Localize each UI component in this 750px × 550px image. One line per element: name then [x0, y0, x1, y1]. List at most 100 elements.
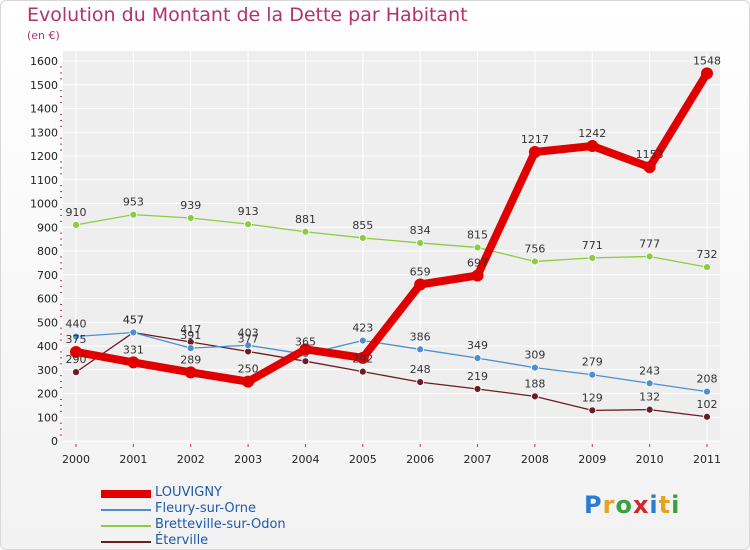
x-minor-tick [362, 444, 364, 447]
data-label: 1548 [693, 54, 721, 67]
data-label: 815 [467, 228, 488, 241]
data-point [586, 140, 599, 153]
y-tick-label: 700 [37, 269, 58, 282]
y-minor-tick [60, 137, 62, 139]
legend-label: Éterville [155, 533, 209, 548]
y-tick-label: 600 [37, 293, 58, 306]
y-minor-tick [60, 149, 62, 151]
data-label: 292 [352, 353, 373, 366]
y-minor-tick [60, 119, 62, 121]
data-label: 243 [639, 364, 660, 377]
data-point [299, 343, 312, 356]
x-tick-label: 2009 [578, 453, 606, 466]
logo-letter: P [584, 491, 603, 519]
logo-letter: i [649, 491, 659, 519]
data-label: 377 [238, 332, 259, 345]
data-label: 417 [180, 323, 201, 336]
data-label: 250 [238, 363, 259, 376]
y-minor-tick [60, 78, 62, 80]
y-minor-tick [60, 191, 62, 193]
y-minor-tick [60, 398, 62, 400]
logo-letter: r [602, 491, 616, 519]
legend-swatch [101, 541, 151, 543]
y-minor-tick [60, 173, 62, 175]
data-point [301, 357, 310, 366]
y-tick-label: 0 [51, 435, 58, 448]
legend-swatch [101, 509, 151, 511]
y-minor-tick [60, 220, 62, 222]
data-label: 771 [582, 239, 603, 252]
data-point [416, 345, 425, 354]
x-tick-label: 2006 [406, 453, 434, 466]
x-minor-tick [706, 444, 708, 447]
data-label: 208 [697, 373, 718, 386]
data-label: 331 [123, 343, 144, 356]
y-minor-tick [60, 268, 62, 270]
y-minor-tick [60, 244, 62, 246]
data-point [531, 257, 539, 266]
chart-title: Evolution du Montant de la Dette par Hab… [27, 4, 468, 26]
data-point [72, 332, 80, 341]
data-point [645, 252, 654, 261]
x-minor-tick [534, 444, 536, 447]
y-minor-tick [60, 143, 62, 145]
series-line-1 [75, 331, 708, 393]
logo-letter: x [632, 491, 650, 519]
data-point [473, 385, 482, 393]
x-tick-label: 2008 [521, 453, 549, 466]
y-minor-tick [60, 434, 62, 436]
y-minor-tick [60, 262, 62, 264]
data-label: 386 [410, 330, 431, 343]
data-point [358, 367, 367, 376]
data-point [414, 278, 427, 291]
x-tick-label: 2010 [636, 453, 664, 466]
y-minor-tick [60, 66, 62, 68]
y-tick-label: 200 [37, 388, 58, 401]
data-point [186, 214, 195, 222]
y-minor-tick [60, 161, 62, 163]
y-minor-tick [60, 428, 62, 430]
data-label: 102 [697, 398, 718, 411]
y-minor-tick [60, 286, 62, 288]
y-minor-tick [60, 422, 62, 424]
data-label: 697 [467, 256, 488, 269]
data-point [127, 356, 140, 369]
y-minor-tick [60, 72, 62, 74]
data-point [244, 341, 252, 350]
y-minor-tick [60, 256, 62, 258]
data-point [588, 370, 597, 379]
data-label: 1242 [578, 127, 606, 140]
data-label: 659 [410, 265, 431, 278]
x-minor-tick [591, 444, 593, 447]
data-point [531, 392, 539, 401]
y-tick-label: 300 [37, 364, 58, 377]
data-label: 391 [180, 329, 201, 342]
y-minor-tick [60, 232, 62, 234]
y-minor-tick [60, 113, 62, 115]
data-point [471, 269, 484, 282]
logo-letter: o [615, 491, 633, 519]
data-point [129, 328, 138, 337]
y-minor-tick [60, 197, 62, 199]
data-label: 289 [180, 353, 201, 366]
data-point [356, 351, 369, 364]
y-tick-label: 1100 [30, 174, 58, 187]
data-point [242, 375, 255, 388]
y-tick-label: 1000 [30, 198, 58, 211]
data-point [473, 354, 482, 363]
y-minor-tick [60, 387, 62, 389]
data-label: 953 [123, 196, 144, 209]
x-minor-tick [132, 444, 134, 447]
y-minor-tick [60, 90, 62, 92]
x-minor-tick [419, 444, 421, 447]
data-point [588, 406, 597, 415]
y-tick-label: 400 [37, 340, 58, 353]
series-line-0 [72, 69, 711, 386]
data-label: 834 [410, 224, 431, 237]
data-point [645, 405, 654, 414]
data-label: 188 [524, 377, 545, 390]
y-tick-label: 100 [37, 411, 58, 424]
data-point [184, 366, 197, 379]
x-tick-label: 2003 [234, 453, 262, 466]
